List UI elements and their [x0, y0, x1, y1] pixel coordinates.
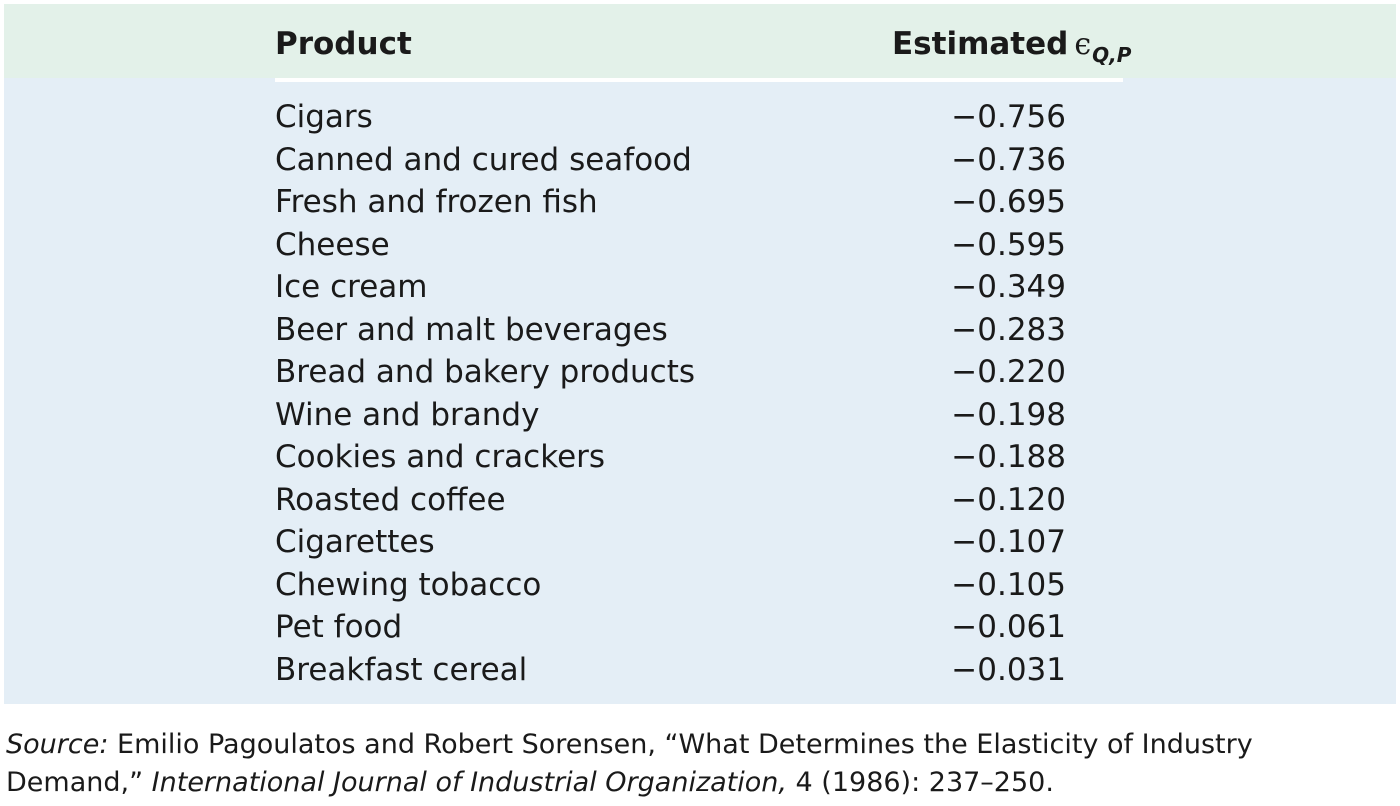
product-cell: Roasted coffee: [275, 481, 506, 518]
header-estimated-elasticity: Estimated ϵQ,P: [892, 24, 1131, 75]
elasticity-cell: −0.756: [951, 99, 1066, 135]
product-cell: Chewing tobacco: [275, 566, 542, 603]
table-row: Fresh and frozen fish −0.695: [4, 181, 1396, 224]
product-cell: Breakfast cereal: [275, 651, 528, 688]
elasticity-cell: −0.120: [951, 481, 1066, 518]
table-row: Chewing tobacco −0.105: [4, 564, 1396, 607]
table-row: Pet food −0.061: [4, 606, 1396, 649]
elasticity-cell: −0.695: [951, 184, 1066, 220]
product-cell: Fresh and frozen fish: [275, 184, 598, 220]
product-cell: Bread and bakery products: [275, 354, 696, 390]
source-label: Source:: [6, 729, 109, 760]
table-row: Wine and brandy −0.198: [4, 394, 1396, 437]
elasticity-cell: −0.283: [951, 311, 1066, 348]
source-citation: 4 (1986): 237–250.: [786, 767, 1054, 798]
table-row: Cookies and crackers −0.188: [4, 436, 1396, 479]
header-product: Product: [275, 26, 412, 62]
product-cell: Canned and cured seafood: [275, 141, 692, 178]
table-row: Cheese −0.595: [4, 224, 1396, 267]
source-authors-title: Emilio Pagoulatos and Robert Sorensen, “…: [6, 729, 1253, 798]
elasticity-cell: −0.198: [951, 396, 1066, 433]
header-estimate-word: Estimated: [892, 26, 1069, 62]
table-header: Product Estimated ϵQ,P: [4, 4, 1396, 78]
elasticity-cell: −0.061: [951, 609, 1066, 645]
elasticity-cell: −0.107: [951, 524, 1066, 560]
product-cell: Beer and malt beverages: [275, 311, 668, 348]
elasticity-cell: −0.188: [951, 439, 1066, 475]
elasticity-cell: −0.105: [951, 566, 1066, 603]
product-cell: Cheese: [275, 226, 390, 263]
elasticity-cell: −0.220: [951, 354, 1066, 390]
header-rule: [275, 78, 1123, 82]
product-cell: Cigarettes: [275, 524, 435, 560]
source-journal: International Journal of Industrial Orga…: [151, 767, 787, 798]
table-row: Breakfast cereal −0.031: [4, 649, 1396, 692]
elasticity-cell: −0.595: [951, 226, 1066, 263]
elasticity-cell: −0.031: [951, 651, 1066, 688]
table-row: Canned and cured seafood −0.736: [4, 139, 1396, 182]
elasticity-cell: −0.349: [951, 269, 1066, 305]
table-body: Cigars −0.756 Canned and cured seafood −…: [4, 96, 1396, 691]
source-note: Source: Emilio Pagoulatos and Robert Sor…: [6, 726, 1386, 802]
table-row: Ice cream −0.349: [4, 266, 1396, 309]
table-row: Cigars −0.756: [4, 96, 1396, 139]
product-cell: Cigars: [275, 99, 373, 135]
table-row: Roasted coffee −0.120: [4, 479, 1396, 522]
elasticity-table: Product Estimated ϵQ,P Cigars −0.756 Cann…: [4, 4, 1396, 704]
elasticity-cell: −0.736: [951, 141, 1066, 178]
product-cell: Pet food: [275, 609, 403, 645]
epsilon-symbol: ϵ: [1074, 27, 1092, 62]
table-row: Cigarettes −0.107: [4, 521, 1396, 564]
table-row: Beer and malt beverages −0.283: [4, 309, 1396, 352]
product-cell: Ice cream: [275, 269, 428, 305]
epsilon-subscript: Q,P: [1092, 43, 1132, 67]
product-cell: Wine and brandy: [275, 396, 540, 433]
table-row: Bread and bakery products −0.220: [4, 351, 1396, 394]
product-cell: Cookies and crackers: [275, 439, 606, 475]
